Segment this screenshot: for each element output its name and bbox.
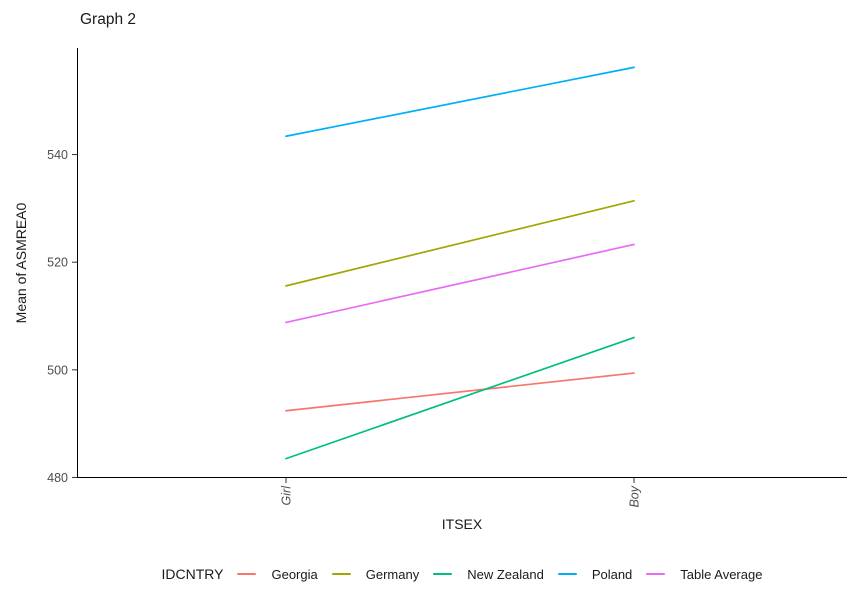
x-tick-label: Girl [279, 485, 293, 506]
legend-item-label: Germany [365, 566, 420, 582]
series-line-poland [285, 66, 635, 138]
x-axis-ticks: Girl Boy [279, 478, 642, 508]
x-axis-title: ITSEX [442, 516, 483, 532]
legend-title: IDCNTRY [161, 566, 224, 582]
legend-swatch-line [646, 573, 666, 575]
series-line-new-zealand [285, 336, 635, 460]
legend-item-new-zealand: New Zealand [433, 567, 544, 582]
series-lines [285, 66, 635, 460]
legend-swatch-line [331, 573, 351, 575]
y-tick-label: 520 [47, 256, 68, 270]
y-tick-label: 500 [47, 363, 68, 377]
plot-area: 480 500 520 540 Girl Boy Mean of ASMREA0 ITS… [13, 48, 847, 532]
x-tick-label: Boy [628, 485, 642, 507]
legend-item-georgia: Georgia [237, 566, 318, 582]
y-tick-label: 480 [47, 471, 68, 485]
legend-swatch-line [433, 573, 453, 575]
legend-swatch-line [237, 573, 257, 575]
legend-item-label: Poland [591, 566, 633, 582]
y-axis-title: Mean of ASMREA0 [13, 202, 29, 323]
legend-item-germany: Germany [331, 566, 420, 582]
legend: IDCNTRY Georgia Germany New Zealand Poland T… [77, 559, 847, 589]
legend-item-label: New Zealand [467, 566, 544, 582]
y-axis-ticks: 480 500 520 540 [47, 148, 77, 485]
legend-item-label: Georgia [271, 566, 318, 582]
series-line-table-average [285, 243, 635, 324]
legend-item-label: Table Average [680, 566, 763, 582]
series-line-georgia [285, 372, 635, 412]
chart-title: Graph 2 [80, 11, 137, 28]
y-tick-label: 540 [47, 148, 68, 162]
legend-item-poland: Poland [557, 566, 633, 582]
legend-items: Georgia Germany New Zealand Poland Table Ave… [237, 567, 762, 582]
legend-swatch-line [557, 573, 577, 575]
legend-item-table-average: Table Average [646, 567, 762, 582]
series-line-germany [285, 199, 635, 287]
